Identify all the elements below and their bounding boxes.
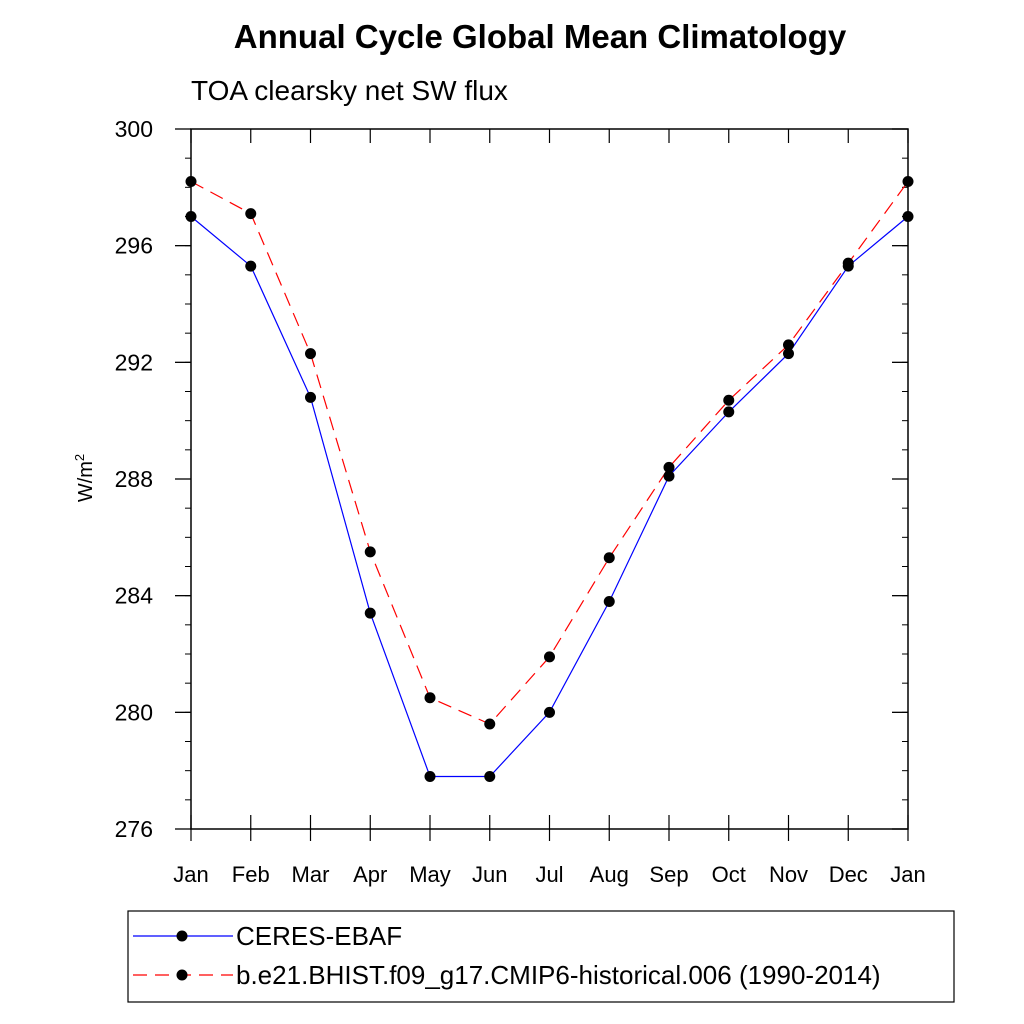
- series-1-point: [723, 406, 735, 418]
- legend-box: [127, 910, 955, 1003]
- x-tick-label: Mar: [292, 862, 330, 887]
- series-1-point: [783, 348, 794, 360]
- series-1-point: [484, 771, 496, 782]
- x-tick-label: May: [409, 862, 451, 887]
- y-tick-label: 288: [115, 466, 153, 492]
- series-1-point: [544, 706, 555, 718]
- legend-label-2: b.e21.BHIST.f09_g17.CMIP6-historical.006…: [236, 960, 881, 990]
- plot-frame: [190, 128, 909, 830]
- y-tick-label: 280: [115, 699, 153, 725]
- series-1-point: [185, 211, 197, 222]
- series-2-point: [424, 692, 436, 704]
- x-tick-label: Jul: [535, 862, 563, 887]
- series-2-point: [305, 348, 316, 360]
- y-axis-label: W/m2: [72, 454, 97, 502]
- chart-subtitle: TOA clearsky net SW flux: [191, 75, 508, 106]
- series-2-point: [245, 208, 257, 220]
- y-tick-label: 292: [115, 349, 153, 375]
- legend-label-1: CERES-EBAF: [236, 921, 402, 951]
- series-1-point: [305, 391, 316, 403]
- series-1-point: [603, 596, 615, 607]
- x-tick-label: Nov: [769, 862, 808, 887]
- y-tick-label: 300: [115, 116, 153, 142]
- series-2-point: [663, 461, 675, 473]
- series-2-point: [544, 651, 555, 663]
- ticks-layer: Jan Feb Mar Apr May Jun Jul Aug Sep Oct Nov Dec Jan 2…: [115, 116, 926, 887]
- legend-marker-2: [176, 969, 188, 981]
- series-2-point: [185, 176, 197, 187]
- y-tick-label: 296: [115, 233, 153, 259]
- x-tick-label: Aug: [590, 862, 629, 887]
- series-1-point: [364, 607, 376, 619]
- series-2-point: [484, 718, 496, 730]
- legend-marker-1: [176, 930, 188, 942]
- x-tick-label: Dec: [829, 862, 868, 887]
- y-axis-label-superscript: 2: [72, 454, 87, 461]
- legend-layer: CERES-EBAF b.e21.BHIST.f09_g17.CMIP6-hist…: [133, 921, 881, 990]
- x-tick-label: Jun: [472, 862, 507, 887]
- series-1-point: [245, 260, 257, 272]
- y-tick-label: 284: [115, 583, 154, 609]
- chart-title: Annual Cycle Global Mean Climatology: [234, 18, 847, 55]
- y-axis-label-text: W/m: [75, 461, 97, 502]
- series-line-2: [190, 180, 909, 725]
- series-1-point: [424, 771, 436, 782]
- series-2-point: [902, 176, 914, 187]
- series-2-point: [603, 552, 615, 564]
- series-2-point: [723, 394, 735, 406]
- series-1-point: [902, 211, 914, 222]
- series-1-point: [663, 470, 675, 482]
- y-tick-label: 276: [115, 816, 153, 842]
- x-tick-label: Apr: [353, 862, 387, 887]
- x-tick-label: Sep: [649, 862, 688, 887]
- series-2-point: [842, 257, 854, 269]
- series-2-point: [364, 546, 376, 558]
- series-layer: [185, 176, 914, 782]
- x-tick-label: Oct: [712, 862, 746, 887]
- series-2-point: [783, 339, 794, 351]
- series-line-1: [190, 216, 909, 778]
- x-tick-label: Jan: [890, 862, 925, 887]
- x-tick-label: Jan: [173, 862, 208, 887]
- x-tick-label: Feb: [232, 862, 270, 887]
